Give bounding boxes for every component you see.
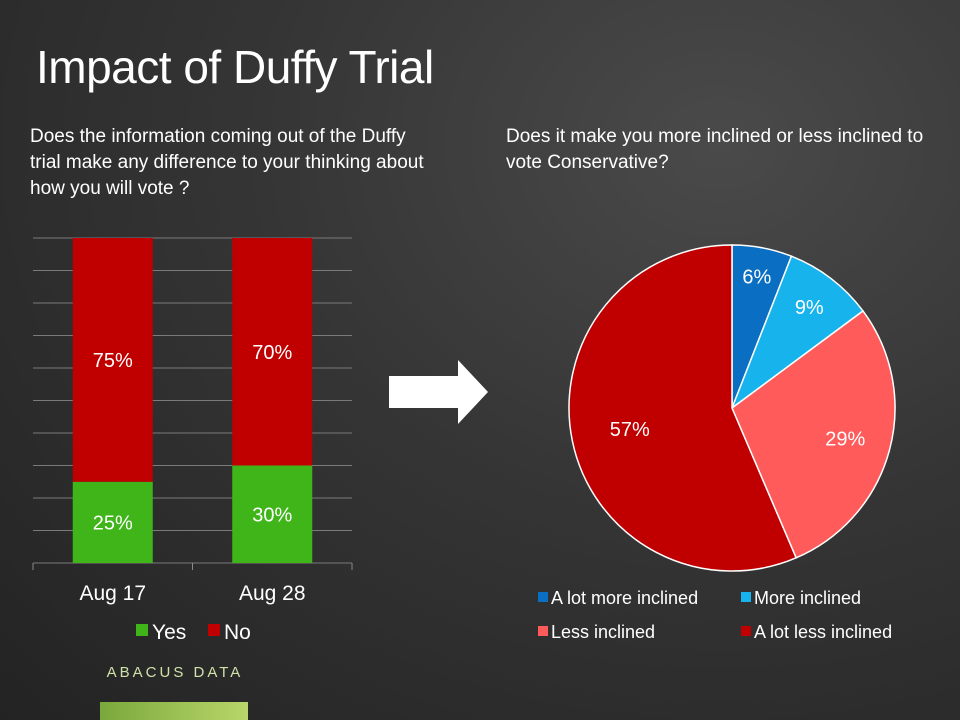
- pie-slice-more-inclined: [730, 255, 865, 411]
- legend-swatch: [136, 624, 148, 636]
- legend-label: Yes: [152, 621, 186, 644]
- bar-data-label: 70%: [252, 342, 292, 364]
- arrow-right-icon: [389, 360, 488, 424]
- bar-data-label: 25%: [93, 512, 133, 534]
- legend-swatch: [208, 624, 220, 636]
- bar-data-label: 75%: [93, 350, 133, 372]
- pie-data-label: 9%: [795, 297, 824, 319]
- pie-data-label: 6%: [742, 267, 771, 289]
- bar-data-label: 30%: [252, 504, 292, 526]
- x-tick-label: Aug 28: [239, 582, 306, 605]
- bar-no-aug-28: [232, 238, 313, 466]
- bar-yes-aug-17: [72, 481, 153, 563]
- x-tick-label: Aug 17: [79, 582, 146, 605]
- legend-label: A lot more inclined: [551, 588, 698, 608]
- logo-text: ABACUS DATA: [106, 664, 244, 681]
- bar-yes-aug-28: [232, 465, 313, 563]
- legend-swatch: [741, 592, 751, 602]
- legend-label: No: [224, 621, 251, 644]
- stacked-bar-chart: 25% 75% Aug 17 30% 70% Aug 28 Yes No: [32, 237, 353, 644]
- pie-data-label: 57%: [610, 419, 650, 441]
- pie-chart: 6% 9% 29% 57% A lot more inclined More inclin…: [538, 244, 896, 642]
- pie-slice-less-inclined: [731, 309, 896, 559]
- legend-label: A lot less inclined: [754, 622, 892, 642]
- bar-no-aug-17: [72, 238, 153, 482]
- logo-accent-bar: [100, 702, 248, 720]
- pie-slice-a-lot-less-inclined: [568, 244, 798, 572]
- legend-swatch: [538, 592, 548, 602]
- pie-data-label: 29%: [825, 429, 865, 451]
- slide-title: Impact of Duffy Trial: [36, 41, 434, 93]
- legend-swatch: [538, 626, 548, 636]
- abacus-data-logo: ABACUS DATA: [100, 664, 250, 681]
- right-question: Does it make you more inclined or less i…: [506, 126, 924, 173]
- legend-label: Less inclined: [551, 622, 655, 642]
- left-question: Does the information coming out of the D…: [30, 126, 424, 199]
- legend-label: More inclined: [754, 588, 861, 608]
- legend-swatch: [741, 626, 751, 636]
